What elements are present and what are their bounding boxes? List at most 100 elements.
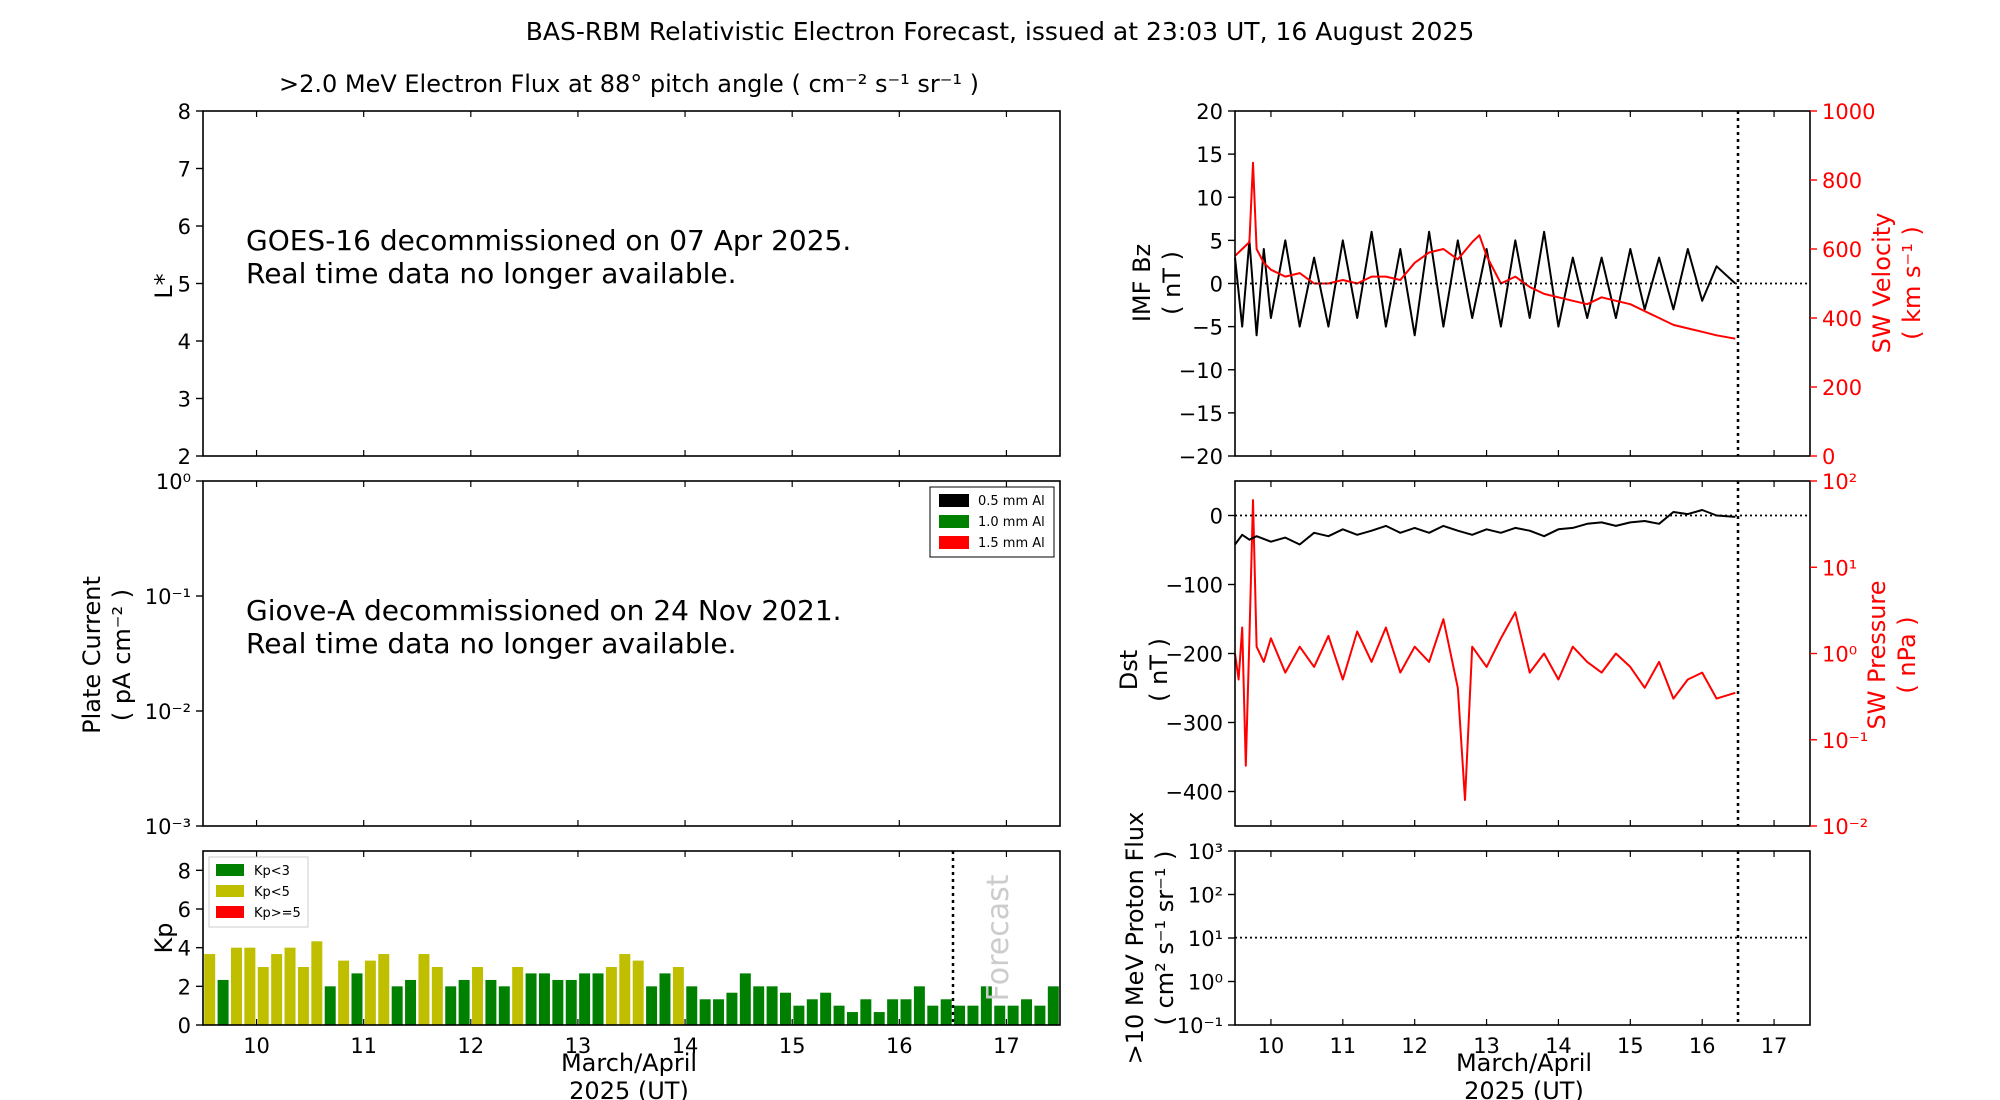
imf-y-label-line1: IMF Bz: [1128, 244, 1156, 322]
proton-panel: 10³ 10² 10¹ 10⁰ 10⁻¹ 10 11 12 13 14 15 16 17 >10 Me…: [1121, 812, 1811, 1100]
kp-bar: [472, 967, 483, 1025]
kp-tick-label: 4: [178, 937, 191, 961]
kp-xtick-label: 14: [672, 1034, 699, 1058]
legend-swatch-1p0mm: [939, 515, 969, 528]
sw-velocity-tick-label: 800: [1822, 169, 1862, 193]
kp-x-label-line2: 2025 (UT): [569, 1077, 689, 1100]
dst-series: [1234, 499, 1736, 801]
kp-bar: [833, 1005, 845, 1025]
kp-bar: [244, 947, 256, 1025]
imf-series: [1234, 161, 1736, 340]
kp-panel: Forecast 0 2 4 6 8 10 11 12 13 14 15 16 17 Kp March…: [150, 850, 1061, 1100]
lstar-tick-label: 2: [178, 445, 191, 469]
kp-bar: [538, 973, 550, 1025]
plate-current-message-line1: Giove-A decommissioned on 24 Nov 2021.: [246, 594, 842, 627]
legend-label-1p5mm: 1.5 mm Al: [978, 536, 1045, 551]
kp-bar: [525, 973, 537, 1025]
kp-bar: [954, 1005, 966, 1025]
proton-xtick-label: 11: [1329, 1034, 1356, 1058]
imf-tick-label: 15: [1196, 143, 1223, 167]
sw-velocity-tick-label: 200: [1822, 376, 1862, 400]
proton-xtick-label: 10: [1258, 1034, 1285, 1058]
kp-bar: [552, 979, 564, 1025]
sw-pressure-y-label-line1: SW Pressure: [1863, 580, 1891, 729]
imf-tick-label: 0: [1210, 273, 1223, 297]
kp-legend-label-high: Kp>=5: [254, 906, 301, 921]
proton-tick-label: 10⁰: [1188, 971, 1223, 995]
dst-y-label-line1: Dst: [1115, 650, 1143, 690]
kp-xtick-label: 13: [565, 1034, 592, 1058]
kp-bar: [351, 973, 363, 1025]
kp-bar: [605, 967, 617, 1025]
electron-flux-panel: >2.0 MeV Electron Flux at 88° pitch angl…: [150, 70, 1061, 469]
sw-velocity-tick-label: 600: [1822, 238, 1862, 262]
lstar-tick-label: 3: [178, 388, 191, 412]
proton-tick-label: 10³: [1188, 840, 1223, 864]
kp-bar: [230, 947, 242, 1025]
kp-bar: [498, 986, 510, 1025]
kp-legend-swatch-mid: [216, 885, 244, 897]
kp-bar: [1047, 986, 1059, 1025]
kp-bar: [257, 967, 269, 1025]
sw-pressure-tick-label: 10²: [1822, 470, 1857, 494]
plate-current-tick-label: 10⁻³: [145, 815, 191, 839]
sw-pressure-tick-label: 10⁻²: [1822, 815, 1868, 839]
sw-velocity-y-label-line1: SW Velocity: [1868, 213, 1896, 354]
kp-bar: [1034, 1005, 1046, 1025]
kp-bar: [820, 992, 832, 1025]
plate-current-axes: [202, 480, 1061, 827]
kp-legend-label-low: Kp<3: [254, 864, 290, 879]
imf-tick-label: −20: [1179, 445, 1223, 469]
kp-bar: [592, 973, 604, 1025]
kp-bar: [619, 954, 631, 1025]
proton-tick-label: 10¹: [1188, 927, 1223, 951]
kp-bar: [512, 967, 524, 1025]
plate-current-tick-label: 10⁻²: [145, 700, 191, 724]
sw-pressure-tick-label: 10⁰: [1822, 643, 1857, 667]
sw-pressure-y-label-line2: ( nPa ): [1893, 616, 1921, 693]
sw-velocity-tick-label: 400: [1822, 307, 1862, 331]
dst-tick-label: −400: [1165, 781, 1223, 805]
kp-legend-swatch-low: [216, 864, 244, 876]
proton-xtick-label: 12: [1401, 1034, 1428, 1058]
proton-xtick-label: 14: [1545, 1034, 1572, 1058]
imf-tick-label: −5: [1192, 316, 1223, 340]
kp-bar: [793, 1005, 805, 1025]
imf-tick-label: −15: [1179, 402, 1223, 426]
lstar-tick-label: 5: [178, 273, 191, 297]
kp-bar: [1007, 1005, 1019, 1025]
kp-bar: [445, 986, 457, 1025]
dst-tick-label: −100: [1165, 574, 1223, 598]
sw-velocity-tick-label: 0: [1822, 445, 1835, 469]
kp-bar: [297, 967, 309, 1025]
sw-velocity-y-ticks: 0 200 400 600 800 1000: [1810, 100, 1875, 469]
sw-pressure-line: [1234, 499, 1736, 801]
kp-tick-label: 8: [178, 859, 191, 883]
kp-bar: [485, 979, 497, 1025]
dst-tick-label: −200: [1165, 643, 1223, 667]
kp-bar: [980, 986, 992, 1025]
kp-bar: [204, 954, 216, 1025]
kp-bar: [739, 973, 751, 1025]
sw-velocity-y-label-line2: ( km s⁻¹ ): [1898, 226, 1926, 340]
kp-bar: [646, 986, 658, 1025]
legend-label-0p5mm: 0.5 mm Al: [978, 494, 1045, 509]
plate-current-x-ticks: [255, 481, 1008, 826]
proton-y-label-line1: >10 MeV Proton Flux: [1121, 812, 1149, 1065]
kp-bar: [726, 992, 738, 1025]
kp-bar: [405, 979, 417, 1025]
kp-bar: [927, 1005, 939, 1025]
kp-tick-label: 6: [178, 898, 191, 922]
kp-axes: [202, 850, 1061, 1026]
kp-xtick-label: 16: [886, 1034, 913, 1058]
legend-label-1p0mm: 1.0 mm Al: [978, 515, 1045, 530]
figure-title: BAS-RBM Relativistic Electron Forecast, …: [526, 17, 1475, 46]
kp-bar: [940, 999, 952, 1025]
proton-xtick-label: 15: [1617, 1034, 1644, 1058]
kp-bar: [431, 967, 443, 1025]
electron-flux-y-label: L*: [150, 273, 178, 298]
kp-bar: [378, 954, 390, 1025]
kp-bars: [204, 941, 1059, 1025]
proton-tick-label: 10⁻¹: [1177, 1014, 1223, 1038]
kp-bar: [579, 973, 591, 1025]
